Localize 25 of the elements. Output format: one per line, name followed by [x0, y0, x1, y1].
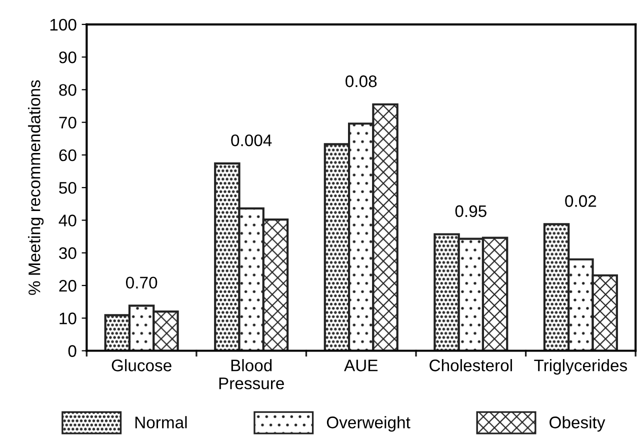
annotation: 0.004	[231, 134, 272, 146]
y-tick-label: 60	[59, 149, 76, 162]
y-tick-label: 20	[59, 280, 76, 292]
legend-label: Obesity	[550, 416, 606, 432]
y-tick-label: 10	[60, 312, 76, 324]
y-tick-label: 90	[59, 51, 76, 64]
y-tick-label: 100	[50, 18, 76, 31]
x-tick-label: Triglycerides	[534, 359, 628, 375]
y-tick-label: 50	[59, 182, 76, 194]
x-tick-label: Cholesterol	[430, 359, 512, 372]
y-tick-label: 30	[59, 247, 76, 260]
annotation: 0.08	[346, 75, 377, 88]
x-tick-label: AUE	[344, 360, 378, 372]
annotation: 0.70	[126, 276, 158, 289]
y-tick-label: 0	[68, 345, 76, 357]
annotation: 0.02	[565, 195, 596, 207]
x-tick-label: Glucose	[112, 359, 172, 372]
legend-label: Overweight	[326, 416, 410, 432]
y-tick-label: 40	[58, 214, 76, 226]
annotation: 0.95	[455, 205, 486, 218]
y-axis-title: % Meeting recommendations	[28, 80, 44, 295]
x-tick-label: Blood Pressure	[219, 359, 284, 390]
y-tick-label: 80	[59, 84, 76, 96]
y-tick-label: 70	[59, 116, 76, 129]
legend-label: Normal	[135, 416, 187, 428]
